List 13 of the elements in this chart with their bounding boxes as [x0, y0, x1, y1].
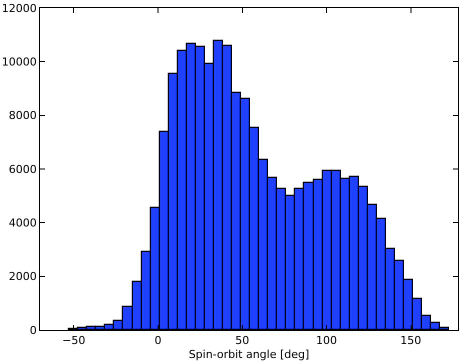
x-tick-label: 100: [316, 334, 338, 348]
y-tick-label: 2000: [8, 270, 37, 284]
y-tick-label: 10000: [2, 56, 37, 69]
y-tick-label: 0: [30, 324, 37, 337]
x-tick-label: 50: [235, 334, 250, 348]
y-tick-label: 4000: [8, 216, 37, 230]
x-tick-label: 0: [154, 334, 162, 348]
y-tick-label: 12000: [2, 2, 37, 15]
x-tick-label: 150: [400, 334, 422, 348]
y-tick-label: 6000: [8, 162, 37, 176]
x-tick-label: −50: [62, 334, 86, 348]
y-tick-label: 8000: [8, 109, 37, 122]
x-axis-title: Spin-orbit angle [deg]: [188, 348, 310, 361]
